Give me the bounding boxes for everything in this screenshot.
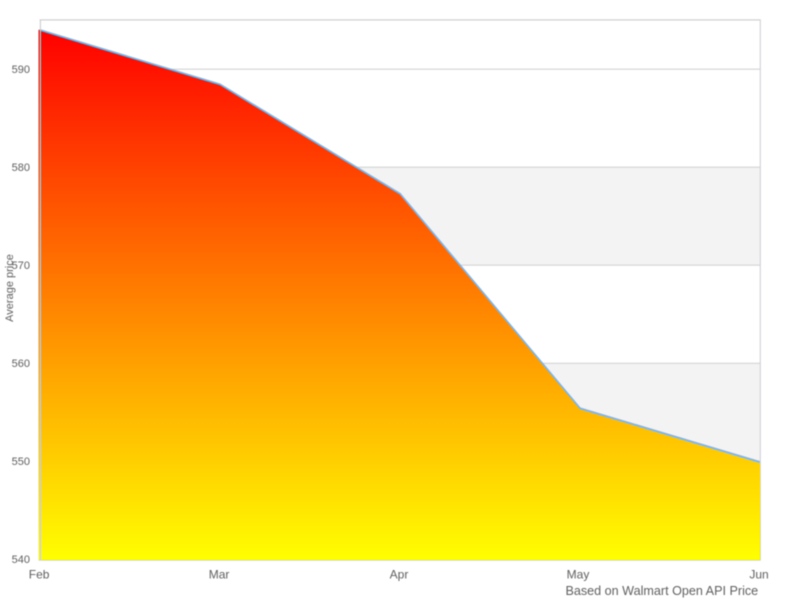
svg-text:Average price: Average price: [4, 254, 16, 322]
svg-text:Apr: Apr: [390, 568, 409, 582]
svg-text:560: 560: [12, 358, 30, 370]
svg-text:590: 590: [12, 64, 30, 76]
svg-text:540: 540: [12, 554, 30, 566]
svg-text:Feb: Feb: [29, 568, 50, 582]
svg-text:Mar: Mar: [209, 568, 230, 582]
svg-text:580: 580: [12, 162, 30, 174]
svg-text:Jun: Jun: [749, 568, 768, 582]
svg-text:550: 550: [12, 456, 30, 468]
svg-text:570: 570: [12, 260, 30, 272]
svg-text:May: May: [567, 568, 590, 582]
svg-text:Based on Walmart Open API Pric: Based on Walmart Open API Price: [565, 584, 758, 598]
